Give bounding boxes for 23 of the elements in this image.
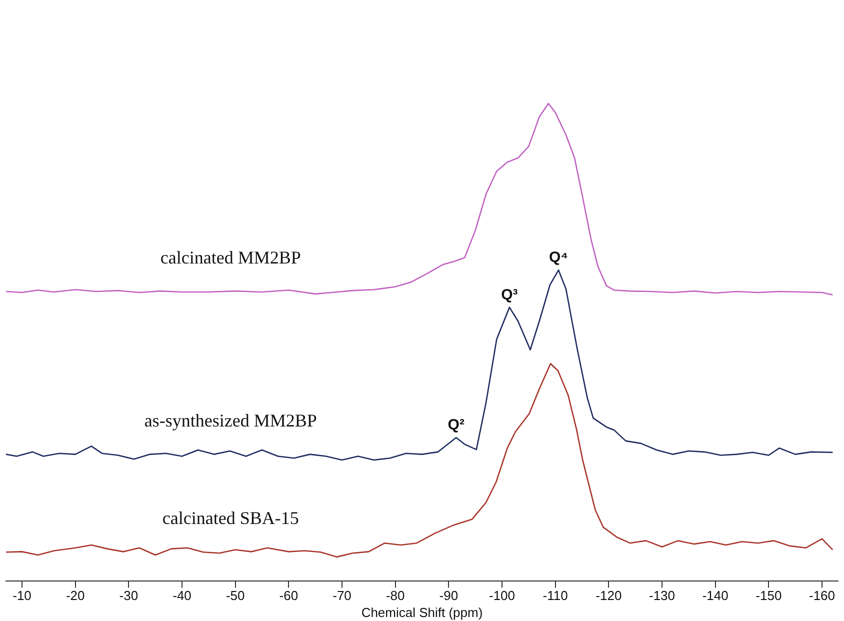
x-tick-label: -60: [279, 588, 298, 604]
x-tick-label: -120: [596, 588, 622, 604]
x-tick-label: -50: [226, 588, 245, 604]
x-tick-label: -160: [808, 588, 836, 604]
x-tick-label: -80: [386, 588, 405, 604]
x-tick-label: -20: [66, 588, 85, 604]
annotation: Q⁴: [548, 249, 568, 266]
x-tick-label: -30: [119, 588, 138, 604]
annotation: Q²: [448, 416, 464, 434]
x-axis-title: Chemical Shift (ppm): [361, 604, 483, 620]
x-tick-label: -100: [488, 588, 516, 604]
x-tick-label: -110: [542, 588, 568, 604]
x-tick-label: -10: [12, 588, 32, 604]
x-tick-label: -90: [439, 588, 458, 604]
series-label: calcinated MM2BP: [160, 248, 301, 268]
x-tick-label: -140: [702, 588, 728, 604]
series-label: as-synthesized MM2BP: [144, 410, 317, 430]
annotation: Q³: [501, 286, 518, 304]
x-tick-label: -130: [648, 588, 676, 604]
x-tick-label: -40: [172, 588, 192, 604]
series-label: calcinated SBA-15: [162, 508, 299, 528]
x-tick-label: -150: [756, 588, 782, 604]
x-tick-label: -70: [332, 588, 352, 604]
